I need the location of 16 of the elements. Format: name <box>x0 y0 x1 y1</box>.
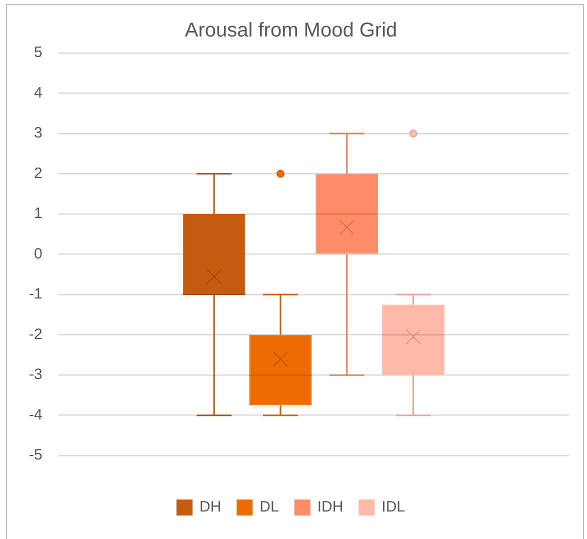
chart-title: Arousal from Mood Grid <box>184 20 398 42</box>
y-tick-label: -2 <box>28 326 42 343</box>
y-tick-label: -3 <box>28 366 42 384</box>
y-tick-label: 2 <box>34 164 42 182</box>
y-tick-label: 0 <box>34 245 42 262</box>
y-tick-label: -4 <box>28 406 42 424</box>
legend-label: IDL <box>382 498 406 516</box>
y-tick-label: 5 <box>34 44 42 62</box>
y-tick-label: -1 <box>28 286 42 303</box>
y-tick-label: 4 <box>34 84 42 102</box>
legend-label: DH <box>199 498 222 516</box>
legend-label: DL <box>260 498 279 516</box>
y-tick-label: -5 <box>28 446 42 464</box>
y-tick-label: 1 <box>34 205 42 222</box>
y-tick-label: 3 <box>34 124 42 142</box>
legend-label: IDH <box>317 498 344 516</box>
